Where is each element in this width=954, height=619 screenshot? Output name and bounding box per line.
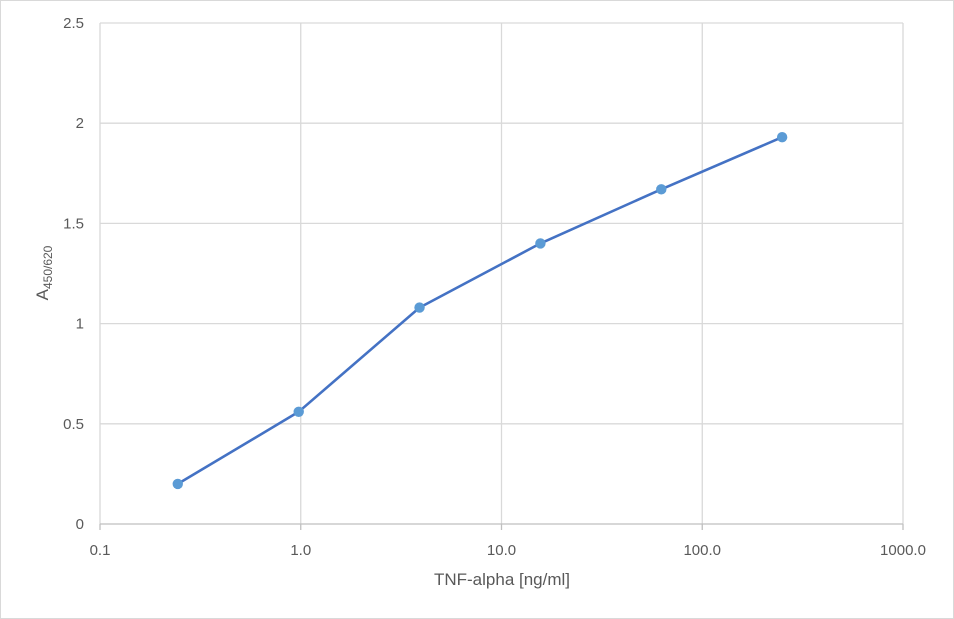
data-point (414, 302, 425, 313)
data-point (172, 478, 183, 490)
axes (99, 523, 904, 530)
data-point (293, 406, 304, 417)
series-layer (172, 132, 788, 490)
x-tick-label: 0.1 (90, 542, 111, 559)
y-tick-label: 2 (76, 115, 84, 132)
y-tick-label: 0 (76, 516, 84, 533)
x-tick-label: 100.0 (683, 542, 721, 559)
y-tick-label: 1.5 (63, 215, 84, 232)
tick-labels: 0 0.5 1 1.5 2 2.5 0.1 1.0 10.0 100.0 1000.0 (63, 15, 926, 559)
y-tick-label: 2.5 (63, 15, 84, 32)
x-tick-label: 1.0 (290, 542, 311, 559)
x-axis-title: TNF-alpha [ng/ml] (434, 570, 570, 589)
y-axis-title-main: A (33, 288, 52, 300)
y-axis-title-subscript: 450/620 (41, 245, 55, 289)
data-point (535, 238, 546, 249)
x-tick-label: 1000.0 (880, 542, 926, 559)
data-point (656, 184, 667, 195)
y-tick-label: 1 (76, 316, 84, 333)
data-point (776, 132, 788, 143)
y-axis-title: A450/620 (33, 245, 55, 300)
grid-lines (99, 22, 904, 524)
y-tick-label: 0.5 (63, 416, 84, 433)
x-tick-label: 10.0 (487, 542, 516, 559)
series-line (176, 135, 784, 486)
